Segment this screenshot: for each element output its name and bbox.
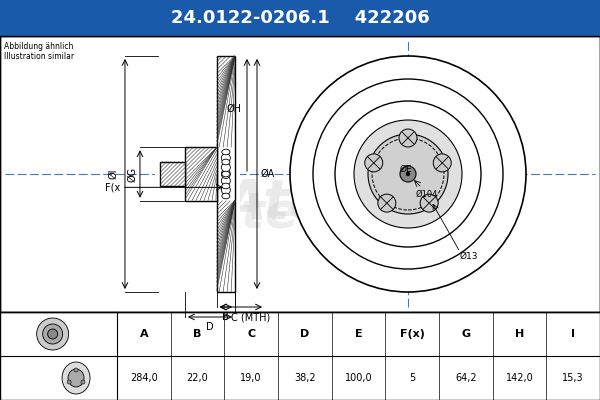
Text: ØE: ØE bbox=[400, 164, 412, 174]
Text: ØI: ØI bbox=[108, 169, 118, 179]
Circle shape bbox=[399, 129, 417, 147]
Text: Ate: Ate bbox=[205, 190, 299, 238]
Ellipse shape bbox=[62, 362, 90, 394]
Text: G: G bbox=[461, 329, 470, 339]
Ellipse shape bbox=[222, 183, 230, 189]
Bar bbox=[0, 36, 600, 312]
Text: D: D bbox=[206, 322, 214, 332]
Circle shape bbox=[407, 172, 410, 176]
Text: Ate: Ate bbox=[224, 177, 328, 231]
Circle shape bbox=[47, 329, 58, 339]
Circle shape bbox=[354, 120, 462, 228]
Circle shape bbox=[335, 101, 481, 247]
Text: E: E bbox=[355, 329, 362, 339]
Text: C (MTH): C (MTH) bbox=[231, 312, 271, 322]
Circle shape bbox=[420, 194, 438, 212]
Bar bbox=[155, 56, 240, 292]
Text: 24.0122-0206.1    422206: 24.0122-0206.1 422206 bbox=[170, 9, 430, 27]
Circle shape bbox=[67, 380, 71, 384]
Text: Ø104: Ø104 bbox=[416, 190, 439, 199]
Circle shape bbox=[81, 380, 85, 384]
Ellipse shape bbox=[222, 159, 230, 165]
Bar bbox=[0, 36, 600, 312]
Text: 284,0: 284,0 bbox=[130, 373, 158, 383]
Circle shape bbox=[221, 170, 230, 178]
Text: C: C bbox=[247, 329, 255, 339]
Circle shape bbox=[221, 176, 230, 185]
Text: 19,0: 19,0 bbox=[241, 373, 262, 383]
Ellipse shape bbox=[68, 369, 84, 387]
Text: F(x: F(x bbox=[105, 182, 120, 192]
Circle shape bbox=[368, 134, 448, 214]
Bar bbox=[160, 162, 185, 186]
Text: ØA: ØA bbox=[261, 169, 275, 179]
Text: 5: 5 bbox=[409, 373, 415, 383]
Bar bbox=[217, 56, 235, 292]
Circle shape bbox=[313, 79, 503, 269]
Text: 100,0: 100,0 bbox=[344, 373, 373, 383]
Circle shape bbox=[365, 154, 383, 172]
Ellipse shape bbox=[222, 193, 230, 199]
Circle shape bbox=[221, 163, 230, 172]
Circle shape bbox=[221, 186, 230, 194]
Circle shape bbox=[400, 166, 416, 182]
Circle shape bbox=[221, 154, 230, 162]
Text: ØG: ØG bbox=[127, 166, 137, 182]
Text: 22,0: 22,0 bbox=[187, 373, 208, 383]
Text: Ø13: Ø13 bbox=[460, 252, 479, 260]
Text: D: D bbox=[300, 329, 310, 339]
Bar bbox=[0, 312, 600, 400]
Ellipse shape bbox=[222, 171, 230, 177]
Ellipse shape bbox=[222, 149, 230, 155]
Circle shape bbox=[290, 56, 526, 292]
Text: 64,2: 64,2 bbox=[455, 373, 476, 383]
Circle shape bbox=[378, 194, 396, 212]
Circle shape bbox=[43, 324, 62, 344]
Text: H: H bbox=[515, 329, 524, 339]
Bar bbox=[185, 147, 217, 201]
Text: ØH: ØH bbox=[227, 104, 242, 114]
Text: Illustration similar: Illustration similar bbox=[4, 52, 74, 61]
Text: B: B bbox=[193, 329, 202, 339]
Text: I: I bbox=[571, 329, 575, 339]
Text: Abbildung ähnlich: Abbildung ähnlich bbox=[4, 42, 73, 51]
Text: 15,3: 15,3 bbox=[562, 373, 584, 383]
Text: A: A bbox=[140, 329, 148, 339]
Text: B: B bbox=[223, 312, 229, 322]
Circle shape bbox=[74, 368, 78, 372]
Circle shape bbox=[433, 154, 451, 172]
Circle shape bbox=[37, 318, 68, 350]
Text: 38,2: 38,2 bbox=[294, 373, 316, 383]
Text: 142,0: 142,0 bbox=[506, 373, 533, 383]
Text: F(x): F(x) bbox=[400, 329, 425, 339]
Bar bbox=[0, 0, 600, 36]
